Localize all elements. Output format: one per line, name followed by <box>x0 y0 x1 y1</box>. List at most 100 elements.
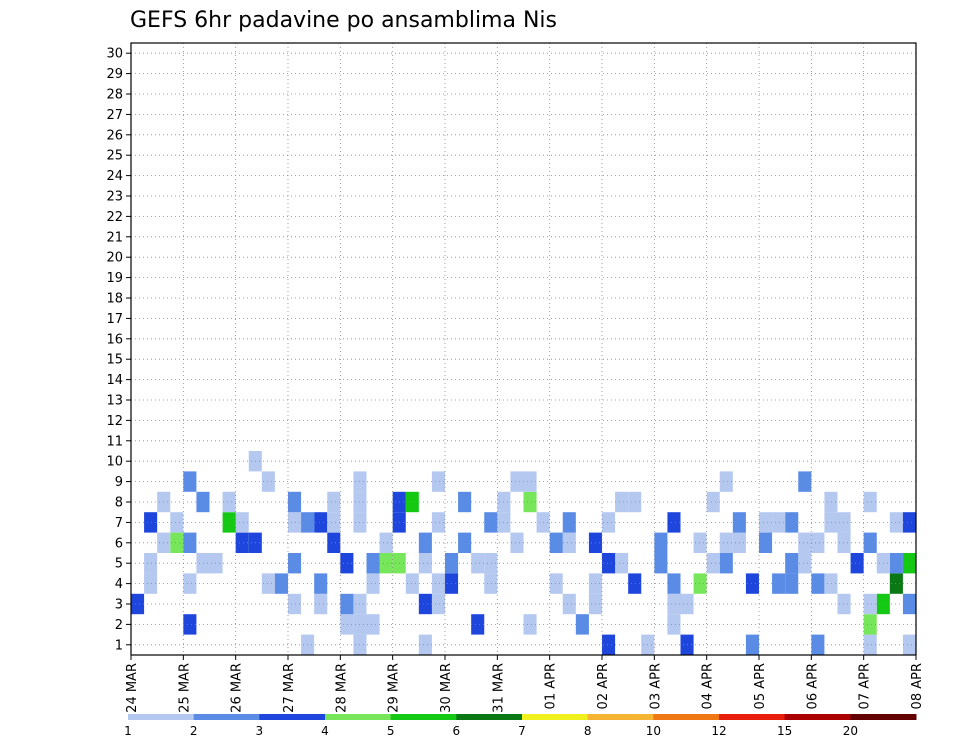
y-tick-label: 15 <box>106 353 123 368</box>
cell <box>628 573 642 594</box>
cell <box>824 573 838 594</box>
cell <box>314 593 328 615</box>
y-tick-label: 26 <box>106 128 123 143</box>
colorbar-label: 8 <box>584 724 592 738</box>
cell <box>837 512 851 533</box>
x-tick-label: 06 APR <box>805 663 820 709</box>
colorbar-label: 1 <box>124 724 132 738</box>
y-tick-label: 22 <box>106 210 123 225</box>
cell <box>719 553 733 574</box>
cell <box>667 593 681 615</box>
cell <box>431 471 445 492</box>
colorbar-swatch <box>456 714 523 720</box>
x-tick-label: 03 APR <box>648 663 663 709</box>
colorbar-swatch <box>193 714 260 720</box>
colorbar-label: 12 <box>711 724 726 738</box>
cell <box>144 573 158 594</box>
y-tick-label: 24 <box>106 169 123 184</box>
x-tick-label: 31 MAR <box>491 663 506 713</box>
y-tick-label: 1 <box>115 638 123 653</box>
cell <box>274 573 288 594</box>
cell <box>458 491 472 513</box>
cell <box>366 614 380 635</box>
cell <box>811 532 825 553</box>
y-tick-label: 21 <box>106 230 123 245</box>
y-tick-label: 17 <box>106 312 123 327</box>
colorbar-swatch <box>390 714 457 720</box>
cell <box>850 553 864 574</box>
colorbar-label: 3 <box>256 724 264 738</box>
cell <box>575 614 589 635</box>
colorbar-swatch <box>522 714 589 720</box>
cell <box>863 532 877 553</box>
cell <box>798 471 812 492</box>
cell <box>196 553 210 574</box>
cell <box>745 634 759 655</box>
colorbar-swatch <box>784 714 851 720</box>
y-tick-label: 13 <box>106 394 123 409</box>
cell <box>759 512 773 533</box>
cell <box>170 532 184 553</box>
cell <box>183 573 197 594</box>
cell <box>327 532 341 553</box>
cell <box>889 573 903 594</box>
y-tick-label: 30 <box>106 47 123 62</box>
x-tick-label: 08 APR <box>910 663 925 709</box>
colorbar: 1 2 3 4 5 6 7 8 10 12 15 20 <box>124 714 917 738</box>
cell <box>418 593 432 615</box>
colorbar-label: 2 <box>190 724 198 738</box>
cell <box>523 614 537 635</box>
cell <box>235 532 249 553</box>
cell <box>667 614 681 635</box>
cell <box>209 553 223 574</box>
cell <box>405 491 419 513</box>
cell <box>745 573 759 594</box>
y-tick-label: 25 <box>106 149 123 164</box>
colorbar-swatch <box>325 714 392 720</box>
y-tick-label: 18 <box>106 292 123 307</box>
colorbar-label: 15 <box>777 724 792 738</box>
cell <box>902 593 916 615</box>
y-tick-label: 9 <box>115 475 123 490</box>
colorbar-label: 10 <box>646 724 661 738</box>
cell <box>693 573 707 594</box>
y-tick-label: 14 <box>106 373 123 388</box>
x-tick-label: 24 MAR <box>125 663 140 713</box>
cell <box>418 634 432 655</box>
cell <box>144 553 158 574</box>
cell <box>654 532 668 553</box>
y-tick-label: 7 <box>115 516 123 531</box>
cell <box>902 553 916 574</box>
x-axis: 24 MAR 25 MAR 26 MAR 27 MAR 28 MAR 29 MAR 30 M… <box>125 655 925 713</box>
cell <box>889 512 903 533</box>
cell <box>863 634 877 655</box>
cell <box>902 512 916 533</box>
cell <box>314 573 328 594</box>
cell <box>183 471 197 492</box>
cell <box>837 532 851 553</box>
cell <box>484 553 498 574</box>
y-tick-label: 4 <box>115 577 123 592</box>
cell <box>288 553 302 574</box>
y-tick-label: 16 <box>106 332 123 347</box>
plot-frame <box>130 42 917 656</box>
x-tick-label: 27 MAR <box>282 663 297 713</box>
cell <box>458 532 472 553</box>
cell <box>759 532 773 553</box>
cell <box>327 512 341 533</box>
cell <box>719 532 733 553</box>
cell <box>772 512 786 533</box>
x-tick-label: 25 MAR <box>177 663 192 713</box>
cell <box>471 614 485 635</box>
cell <box>235 512 249 533</box>
cell <box>222 512 236 533</box>
cell <box>131 593 145 615</box>
colorbar-swatch <box>587 714 654 720</box>
y-tick-label: 19 <box>106 271 123 286</box>
cell <box>379 532 393 553</box>
chart-title: GEFS 6hr padavine po ansamblima Nis <box>130 8 557 33</box>
colorbar-swatch <box>128 714 195 720</box>
cell <box>602 634 616 655</box>
cell <box>719 471 733 492</box>
